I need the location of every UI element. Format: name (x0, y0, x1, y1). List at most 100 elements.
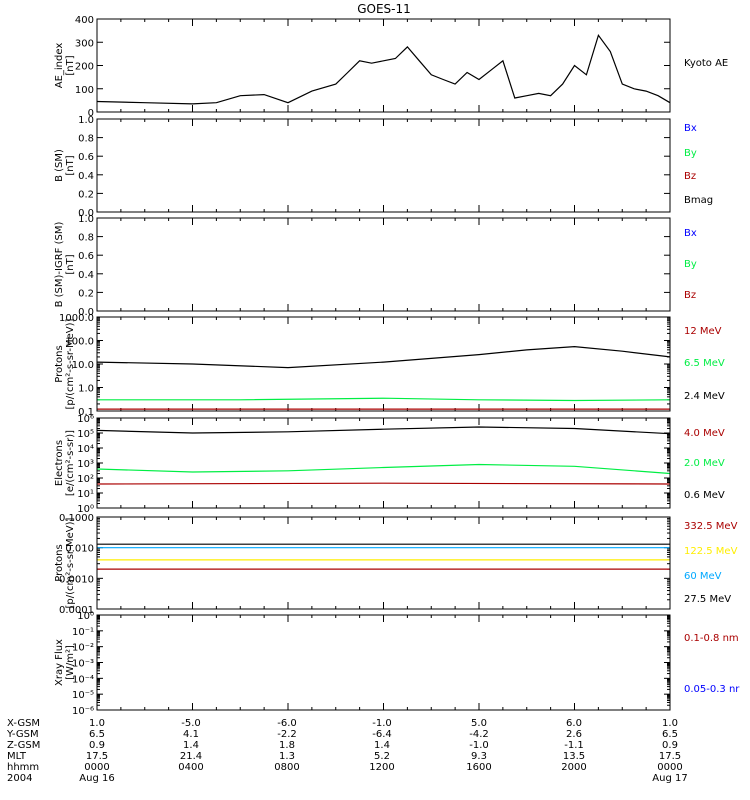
y-tick-label: 0.0 (78, 208, 94, 219)
ephemeris-row-label: X-GSM (7, 718, 40, 729)
y-axis-label: B (SM)-IGRF (SM) (54, 222, 65, 308)
ephemeris-value: 0.9 (89, 740, 105, 751)
ephemeris-value: 1.0 (89, 718, 105, 729)
legend-entry: 2.0 MeV (684, 458, 725, 469)
y-tick-label: 0.1 (78, 407, 94, 418)
y-tick-label: 1000.0 (59, 313, 94, 324)
series-line-1 (96, 345, 671, 369)
legend-entry: 0.05-0.3 nr (684, 684, 740, 695)
panel-frame (96, 417, 671, 509)
y-axis-label: [nT] (65, 55, 76, 75)
ephemeris-value: 17.5 (86, 751, 108, 762)
y-tick-label: 0 (88, 108, 94, 119)
series-line-1 (96, 426, 671, 435)
y-tick-label: 300 (75, 38, 94, 49)
y-axis-label: Electrons (54, 440, 65, 486)
y-tick-label: 10⁶ (77, 414, 94, 425)
y-axis-label: [nT] (65, 254, 76, 274)
ephemeris-value: Aug 16 (79, 773, 114, 784)
y-tick-label: 0.8 (78, 233, 94, 244)
ephemeris-value: 6.5 (89, 729, 105, 740)
panel-7: 10⁻⁶ 10⁻⁵ 10⁻⁴ 10⁻³ 10⁻² 10⁻¹ 10⁰ Xray Flux [W/m… (54, 611, 740, 717)
ephemeris-value: 0800 (274, 762, 299, 773)
plot-title: GOES-11 (357, 2, 411, 16)
series-line-2 (96, 463, 671, 475)
ephemeris-value: 1200 (369, 762, 394, 773)
y-axis-label: AE_index (54, 43, 65, 89)
panel-3: 0.0 0.2 0.4 0.6 0.8 1.0 B (SM)-IGRF (SM) [nT] Bx… (54, 214, 697, 318)
panel-frame (96, 614, 671, 711)
series-line-2 (97, 397, 671, 402)
y-tick-label: 0.8 (78, 134, 94, 145)
ephemeris-row-label: hhmm (7, 762, 39, 773)
legend-entry: 332.5 MeV (684, 521, 738, 532)
ephemeris-value: -2.2 (277, 729, 297, 740)
panel-4: 0.1 1.0 10.0 100.0 1000.0 Protons [p/(cm²-s-sr… (54, 313, 725, 418)
panel-frame (96, 516, 671, 610)
panel-frame (96, 316, 671, 412)
ephemeris-value: 0000 (84, 762, 109, 773)
ephemeris-value: 9.3 (471, 751, 487, 762)
legend-entry: Bx (684, 123, 697, 134)
y-tick-label: 0.0 (78, 307, 94, 318)
legend-entry: 2.4 MeV (684, 391, 725, 402)
ephemeris-value: 5.0 (471, 718, 487, 729)
ephemeris-value: 2000 (561, 762, 586, 773)
legend-entry: 0.6 MeV (684, 490, 725, 501)
ephemeris-value: -1.1 (564, 740, 584, 751)
ephemeris-value: Aug 17 (652, 773, 687, 784)
y-tick-label: 1.0 (78, 115, 94, 126)
ephemeris-value: 1.8 (279, 740, 295, 751)
ephemeris-row-label: Y-GSM (6, 729, 39, 740)
y-tick-label: 0.0001 (59, 605, 94, 616)
y-tick-label: 0.4 (78, 171, 94, 182)
y-tick-label: 1.0 (78, 214, 94, 225)
panel-1: 0 100 200 300 400 AE_index [nT] Kyoto AE (54, 15, 728, 119)
ephemeris-value: 6.5 (662, 729, 678, 740)
y-tick-label: 0.6 (78, 251, 94, 262)
panel-6: 0.0001 0.0010 0.010 0.1000 Protons [p/(cm²-s-… (54, 513, 738, 616)
ephemeris-value: -5.0 (181, 718, 201, 729)
ephemeris-value: 0.9 (662, 740, 678, 751)
y-tick-label: 10⁻⁵ (72, 690, 94, 701)
ephemeris-value: 21.4 (180, 751, 202, 762)
y-axis-label: [p/(cm²-s-sr-MeV)] (65, 517, 76, 608)
y-tick-label: 10⁻³ (72, 659, 94, 670)
ephemeris-value: 1.0 (662, 718, 678, 729)
panel-frame (96, 217, 671, 312)
y-axis-label: [nT] (65, 155, 76, 175)
y-tick-label: 100.0 (65, 337, 94, 348)
ephemeris-value: -1.0 (469, 740, 489, 751)
legend-entry: 0.1-0.8 nm (684, 633, 739, 644)
legend-entry: 122.5 MeV (684, 546, 738, 557)
y-tick-label: 1.0 (78, 384, 94, 395)
y-tick-label: 0.4 (78, 270, 94, 281)
ephemeris-value: -1.0 (372, 718, 392, 729)
series-line-1 (96, 33, 671, 105)
y-tick-label: 0.6 (78, 152, 94, 163)
y-axis-label: [W/m²] (65, 645, 76, 680)
y-tick-label: 10² (77, 474, 94, 485)
ephemeris-value: 1600 (466, 762, 491, 773)
y-tick-label: 10⁻¹ (72, 627, 94, 638)
y-tick-label: 100 (75, 85, 94, 96)
y-tick-label: 0.2 (78, 189, 94, 200)
y-tick-label: 0.0010 (59, 574, 94, 585)
panel-2: 0.0 0.2 0.4 0.6 0.8 1.0 B (SM) [nT] Bx By Bz Bmag (54, 115, 713, 219)
y-tick-label: 10⁻² (72, 643, 94, 654)
y-tick-label: 10⁴ (77, 444, 94, 455)
y-axis-label: Xray Flux (54, 639, 65, 686)
legend-entry: 60 MeV (684, 571, 722, 582)
ephemeris-row-label: MLT (7, 751, 27, 762)
legend-entry: Bmag (684, 195, 713, 206)
ephemeris-value: 0400 (178, 762, 203, 773)
y-axis-label: B (SM) (54, 149, 65, 182)
legend-entry: Bx (684, 228, 697, 239)
ephemeris-value: 13.5 (563, 751, 585, 762)
ephemeris-value: 1.4 (183, 740, 199, 751)
y-tick-label: 10.0 (72, 360, 94, 371)
y-axis-label: [p/(cm²-s-sr-MeV)] (65, 318, 76, 409)
legend-entry: Kyoto AE (684, 58, 728, 69)
legend-entry: Bz (684, 290, 696, 301)
